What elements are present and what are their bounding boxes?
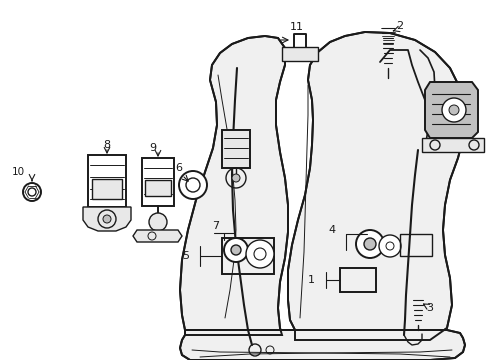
- Polygon shape: [142, 158, 174, 206]
- Text: 7: 7: [212, 221, 219, 231]
- Bar: [145, 180, 171, 196]
- Text: 4: 4: [327, 225, 334, 235]
- Bar: [421, 138, 483, 152]
- Text: 2: 2: [395, 21, 402, 31]
- Polygon shape: [180, 330, 464, 360]
- Bar: [282, 47, 317, 61]
- Text: 11: 11: [289, 22, 304, 32]
- Circle shape: [224, 238, 247, 262]
- Text: 3: 3: [425, 303, 432, 313]
- Bar: [92, 179, 122, 199]
- Bar: [399, 234, 431, 256]
- Polygon shape: [133, 230, 182, 242]
- Text: 6: 6: [175, 163, 182, 173]
- Text: 1: 1: [307, 275, 314, 285]
- Text: 5: 5: [182, 251, 189, 261]
- Circle shape: [245, 240, 273, 268]
- Circle shape: [103, 215, 111, 223]
- Polygon shape: [287, 32, 464, 340]
- Bar: [339, 268, 375, 292]
- Circle shape: [355, 230, 383, 258]
- Circle shape: [441, 98, 465, 122]
- Circle shape: [378, 235, 400, 257]
- Text: 10: 10: [12, 167, 25, 177]
- Bar: [222, 238, 273, 274]
- Polygon shape: [88, 155, 126, 207]
- Polygon shape: [180, 36, 287, 335]
- Circle shape: [149, 213, 167, 231]
- Polygon shape: [83, 207, 131, 231]
- Circle shape: [363, 238, 375, 250]
- Polygon shape: [424, 82, 477, 138]
- Circle shape: [23, 183, 41, 201]
- Bar: [222, 130, 249, 168]
- Circle shape: [231, 174, 240, 182]
- Circle shape: [448, 105, 458, 115]
- Text: 8: 8: [103, 140, 110, 150]
- Circle shape: [230, 245, 241, 255]
- Text: 9: 9: [149, 143, 156, 153]
- Circle shape: [179, 171, 206, 199]
